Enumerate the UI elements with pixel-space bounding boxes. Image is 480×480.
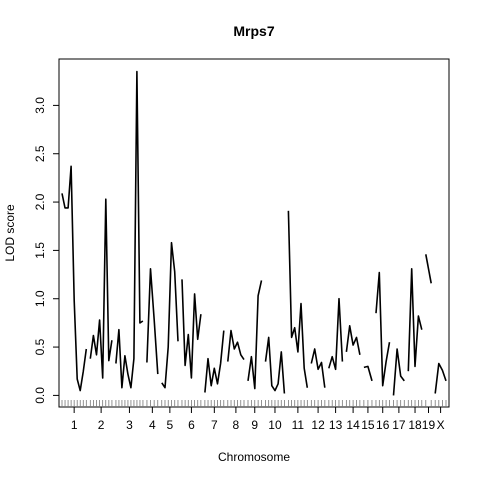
- x-tick-label: 15: [361, 418, 375, 432]
- y-tick-label: 0.0: [33, 387, 47, 404]
- lod-curve-chr-7: [204, 330, 225, 393]
- x-tick-label: 1: [71, 418, 78, 432]
- lod-curve-chr-3: [115, 70, 144, 389]
- lod-curve-chr-12: [310, 348, 326, 388]
- lod-curve-chr-13: [328, 297, 344, 371]
- marker-rug: [61, 400, 447, 407]
- x-tick-label: 2: [98, 418, 105, 432]
- x-tick-label: 5: [167, 418, 174, 432]
- lod-curve-chr-18: [407, 267, 423, 372]
- lod-curve-chr-6: [181, 279, 202, 379]
- x-tick-label: 3: [126, 418, 133, 432]
- lod-curve-chr-9: [247, 280, 263, 390]
- chart-title: Mrps7: [233, 23, 274, 39]
- x-tick-label: 8: [233, 418, 240, 432]
- y-axis: 0.0 0.5 1.0 1.5 2.0 2.5 3.0: [33, 97, 60, 404]
- x-tick-label: 4: [149, 418, 156, 432]
- x-tick-label: 10: [268, 418, 282, 432]
- x-tick-label: 16: [376, 418, 390, 432]
- lod-curves: [61, 70, 447, 396]
- x-tick-label: 12: [311, 418, 325, 432]
- lod-curve-chr-2: [89, 198, 113, 379]
- x-tick-label: 6: [188, 418, 195, 432]
- plot-frame: [58, 58, 450, 408]
- lod-curve-chr-1: [61, 165, 88, 392]
- x-tick-label: 9: [251, 418, 258, 432]
- y-tick-label: 2.5: [33, 145, 47, 162]
- x-tick-label: X: [437, 418, 445, 432]
- x-tick-label: 14: [346, 418, 360, 432]
- y-tick-label: 1.5: [33, 242, 47, 259]
- lod-curve-chr-15: [363, 365, 373, 382]
- lod-curve-chr-5: [161, 241, 179, 389]
- lod-curve-chr-X: [434, 362, 447, 394]
- y-tick-label: 2.0: [33, 193, 47, 210]
- x-axis: 1 2 3 4 5 6 7 8 9 10 11 12 13 14 15 16 17 18 19 X: [71, 407, 445, 432]
- x-axis-label: Chromosome: [218, 450, 290, 464]
- lod-curve-chr-11: [287, 210, 309, 388]
- x-tick-label: 13: [329, 418, 343, 432]
- lod-curve-chr-19: [425, 254, 432, 284]
- x-tick-label: 7: [211, 418, 218, 432]
- y-tick-label: 0.5: [33, 338, 47, 355]
- x-tick-label: 18: [408, 418, 422, 432]
- lod-curve-chr-8: [227, 329, 245, 362]
- lod-curve-chr-14: [345, 324, 361, 355]
- lod-curve-chr-17: [392, 348, 405, 396]
- y-tick-label: 3.0: [33, 97, 47, 114]
- y-axis-label: LOD score: [3, 204, 17, 262]
- lod-curve-chr-10: [264, 336, 286, 394]
- x-tick-label: 19: [422, 418, 436, 432]
- y-tick-label: 1.0: [33, 290, 47, 307]
- x-tick-label: 17: [392, 418, 406, 432]
- lod-curve-chr-16: [375, 271, 391, 387]
- x-tick-label: 11: [292, 418, 305, 432]
- lod-curve-chr-4: [146, 267, 159, 375]
